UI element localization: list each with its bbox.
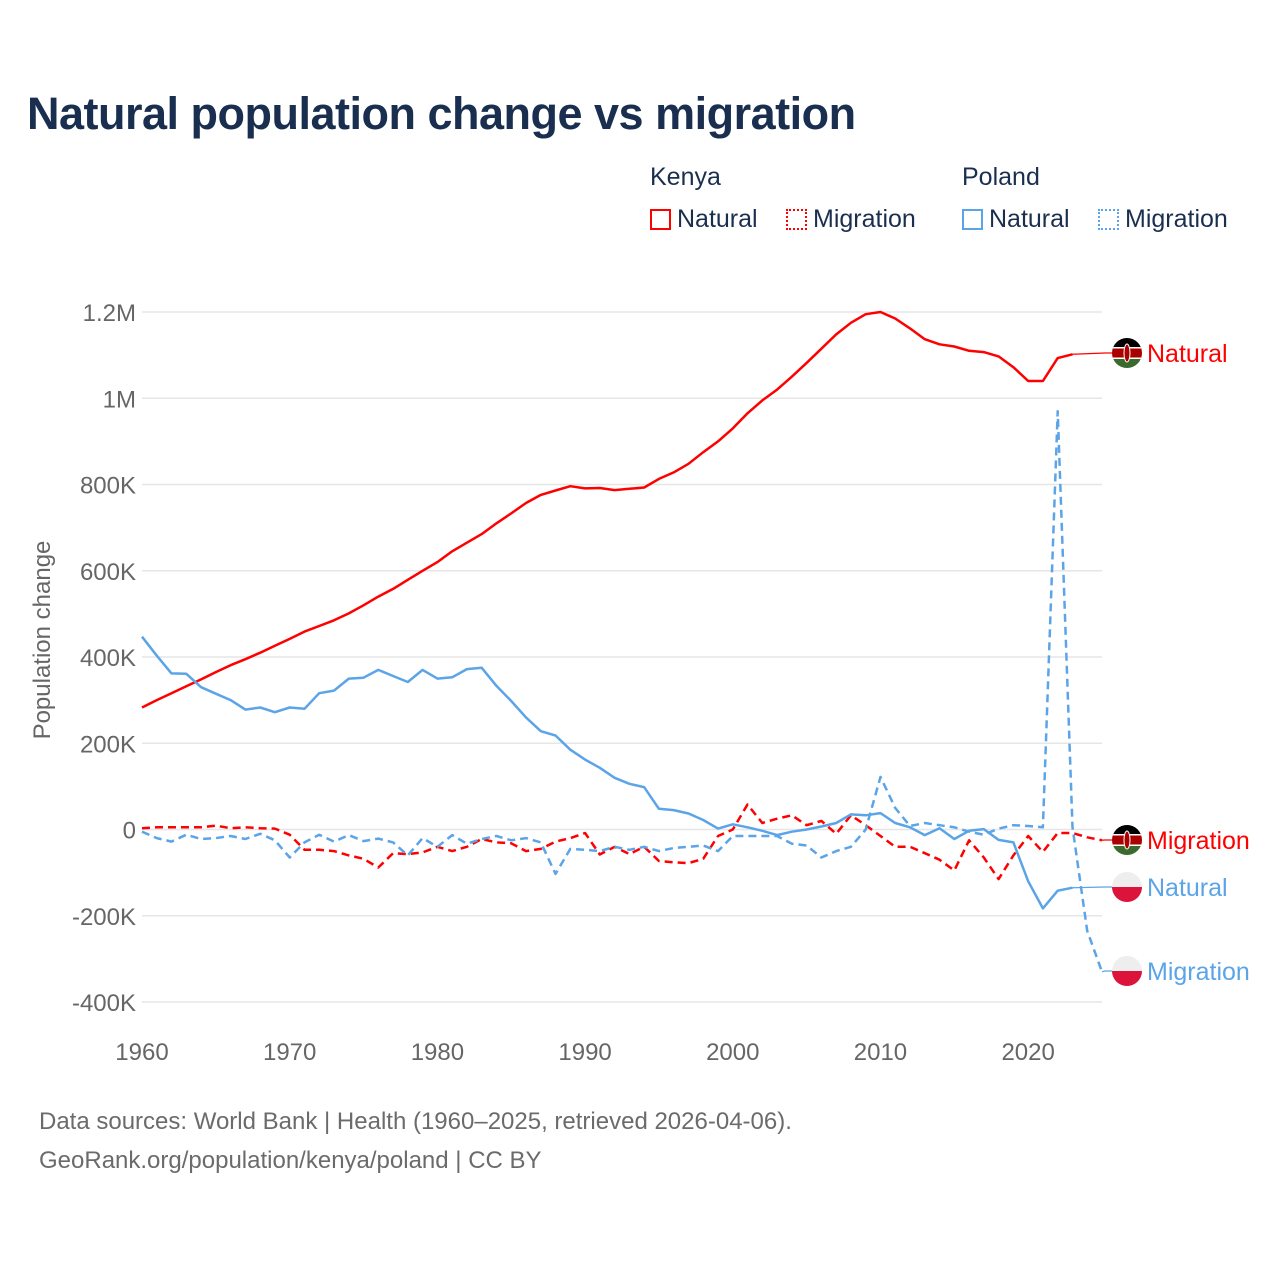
series-line-poland-natural <box>141 635 1073 910</box>
flag-body <box>1112 825 1142 855</box>
chart-title: Natural population change vs migration <box>27 88 856 139</box>
legend-label: Migration <box>813 205 916 233</box>
legend-poland-migration[interactable]: Migration <box>1098 205 1228 234</box>
x-tick-label: 1990 <box>558 1039 611 1066</box>
x-tick-label: 2010 <box>854 1039 907 1066</box>
y-tick-label: 400K <box>80 645 136 672</box>
y-tick-label: -400K <box>72 990 136 1017</box>
flag-stripe <box>1112 872 1142 887</box>
series-end-label: Migration <box>1147 958 1250 986</box>
series-end-label: Natural <box>1147 874 1228 902</box>
series-line-kenya-natural <box>141 310 1073 709</box>
flag-stripe <box>1112 887 1142 902</box>
flag-stripe <box>1112 358 1142 368</box>
legend-swatch-solid-icon <box>650 209 671 230</box>
flag-body <box>1112 872 1142 902</box>
source-link[interactable]: GeoRank.org/population/kenya/poland | CC… <box>39 1147 542 1174</box>
y-tick-label: 0 <box>123 818 136 845</box>
legend-label: Natural <box>677 205 758 233</box>
poland-flag-icon <box>1112 956 1142 986</box>
x-tick-label: 1970 <box>263 1039 316 1066</box>
legend-kenya-migration[interactable]: Migration <box>786 205 916 234</box>
y-tick-label: 200K <box>80 731 136 758</box>
end-connector <box>1072 352 1115 355</box>
x-tick-label: 2020 <box>1001 1039 1054 1066</box>
flag-shield <box>1123 830 1131 850</box>
flag-stripe <box>1112 956 1142 971</box>
x-tick-label: 1960 <box>115 1039 168 1066</box>
y-tick-label: 1.2M <box>83 300 136 327</box>
y-tick-label: -200K <box>72 904 136 931</box>
x-tick-label: 2000 <box>706 1039 759 1066</box>
legend-poland-natural[interactable]: Natural <box>962 205 1070 234</box>
flag-body <box>1112 956 1142 986</box>
y-tick-label: 1M <box>103 386 136 413</box>
flag-stripe <box>1112 825 1142 835</box>
legend-swatch-dotted-icon <box>1098 209 1119 230</box>
series-end-label: Migration <box>1147 827 1250 855</box>
y-tick-label: 600K <box>80 559 136 586</box>
flag-stripe <box>1112 338 1142 348</box>
series-line-kenya-migration <box>141 803 1103 881</box>
y-axis-label: Population change <box>29 541 56 740</box>
series-line-poland-migration <box>141 409 1104 973</box>
legend-swatch-solid-icon <box>962 209 983 230</box>
x-tick-label: 1980 <box>411 1039 464 1066</box>
flag-body <box>1112 338 1142 368</box>
series-end-label: Natural <box>1147 340 1228 368</box>
source-note: Data sources: World Bank | Health (1960–… <box>39 1108 792 1135</box>
kenya-flag-icon <box>1112 338 1142 368</box>
legend-group-kenya: Kenya <box>650 163 721 191</box>
legend-label: Natural <box>989 205 1070 233</box>
end-connector <box>1072 886 1115 889</box>
legend-swatch-dotted-icon <box>786 209 807 230</box>
y-tick-label: 800K <box>80 473 136 500</box>
flag-stripe <box>1112 845 1142 855</box>
poland-flag-icon <box>1112 872 1142 902</box>
legend-kenya-natural[interactable]: Natural <box>650 205 758 234</box>
legend-group-poland: Poland <box>962 163 1040 191</box>
kenya-flag-icon <box>1112 825 1142 855</box>
legend-label: Migration <box>1125 205 1228 233</box>
end-connector <box>1101 970 1115 973</box>
flag-shield <box>1123 343 1131 363</box>
flag-stripe <box>1112 971 1142 986</box>
